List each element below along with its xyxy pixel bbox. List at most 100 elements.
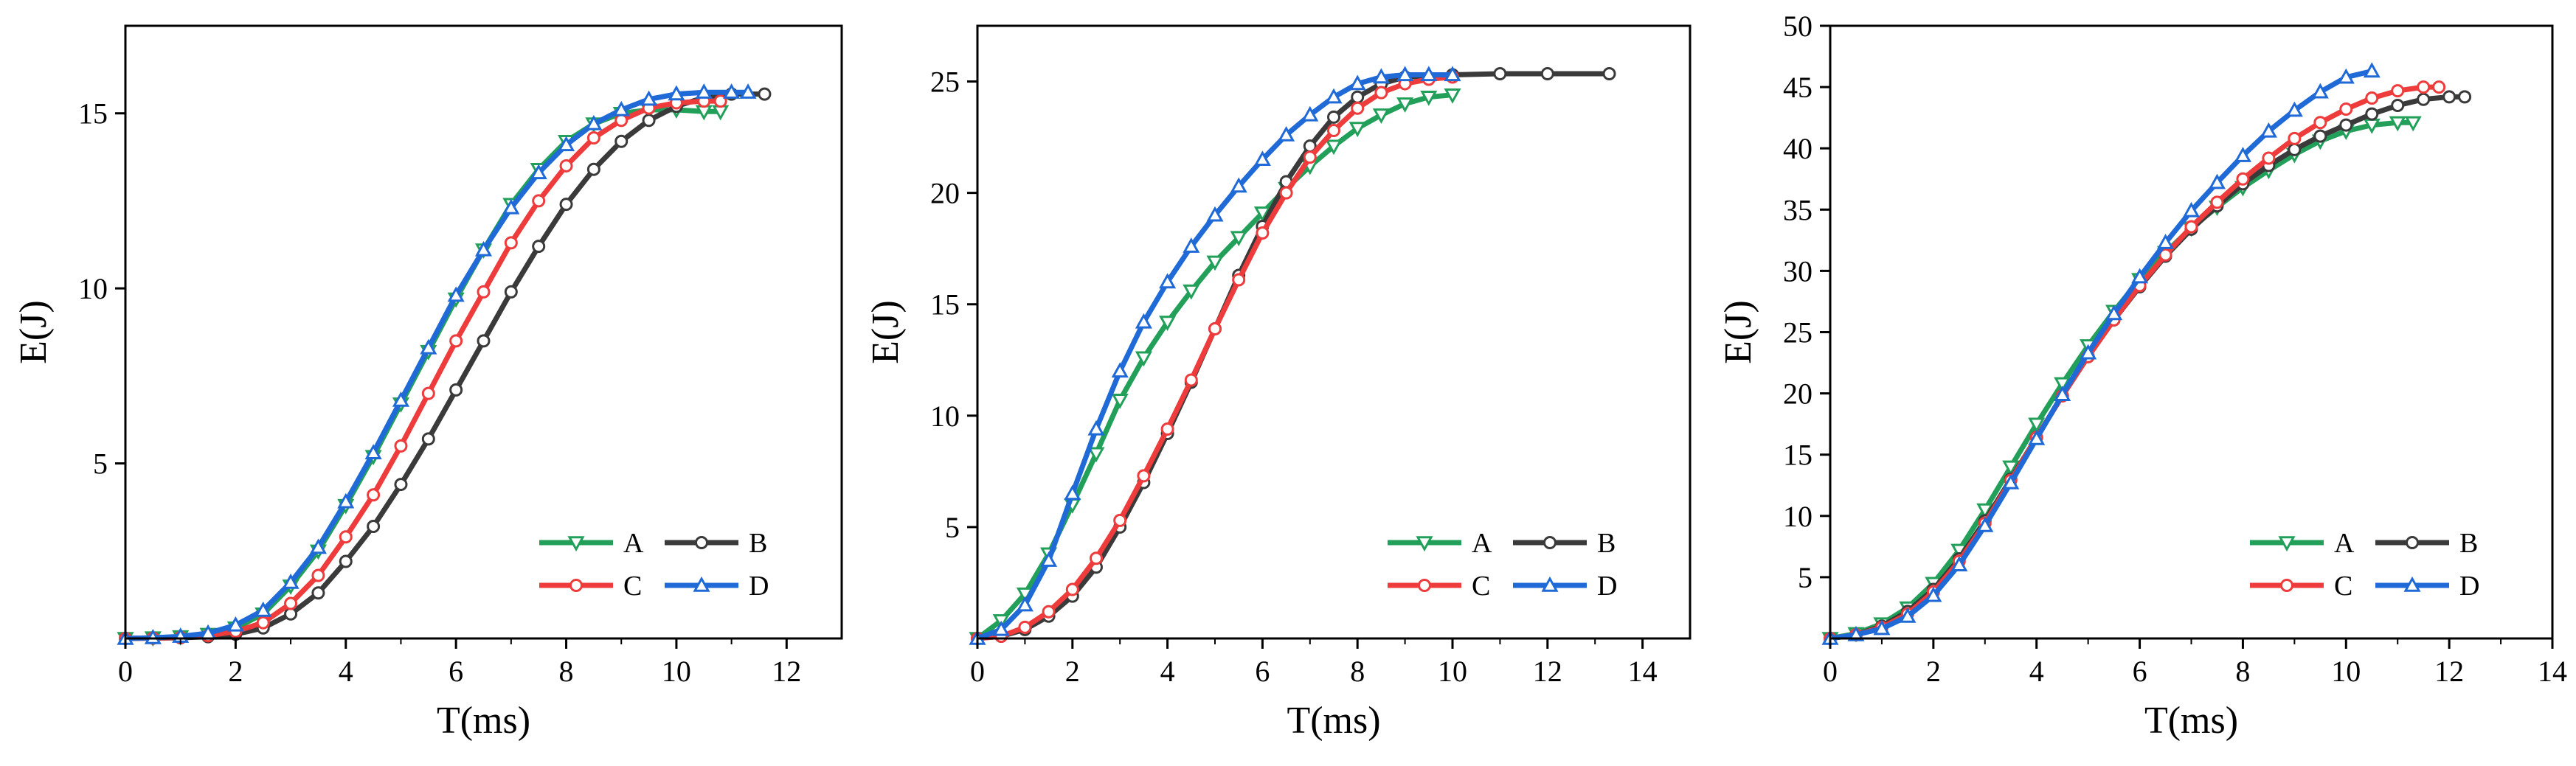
data-point-D — [2028, 430, 2046, 445]
data-point-D — [739, 83, 757, 99]
data-point-D — [585, 114, 603, 130]
data-point-C — [2313, 116, 2327, 130]
data-point-C — [2391, 84, 2405, 98]
x-tick-label: 0 — [1823, 655, 1838, 688]
data-point-A — [2404, 116, 2422, 132]
legend-marker-C — [2280, 579, 2293, 592]
data-point-B — [1493, 66, 1507, 80]
data-point-D — [1372, 68, 1390, 84]
data-point-D — [1064, 484, 1081, 501]
data-point-C — [367, 488, 381, 502]
data-point-C — [2417, 80, 2431, 94]
data-point-B — [394, 478, 408, 492]
data-point-C — [586, 130, 600, 145]
data-point-C — [2288, 131, 2302, 145]
data-point-D — [1206, 206, 1224, 222]
data-point-C — [1065, 582, 1079, 596]
x-tick-label: 2 — [1926, 655, 1941, 688]
data-point-D — [557, 136, 575, 152]
data-point-C — [1042, 605, 1056, 619]
x-tick-label: 12 — [2434, 655, 2464, 688]
data-point-D — [1183, 237, 1200, 253]
data-point-C — [2432, 80, 2446, 94]
legend-label-C: C — [1472, 571, 1490, 602]
y-tick-label: 15 — [1783, 439, 1812, 472]
data-point-C — [2210, 195, 2224, 209]
chart-panel-1: 0 2 4 6 8 10 12 5 10 15 T(ms) E(J) A B C D — [13, 24, 843, 742]
data-point-B — [449, 383, 463, 397]
series-B — [1824, 90, 2472, 645]
y-tick-label: 5 — [945, 511, 960, 544]
data-point-D — [1253, 150, 1271, 167]
series-C — [1824, 80, 2446, 645]
data-point-B — [1602, 66, 1616, 80]
data-point-A — [1444, 88, 1461, 104]
data-point-C — [614, 114, 629, 128]
data-point-D — [309, 538, 327, 554]
data-point-D — [1135, 313, 1152, 329]
data-point-D — [2156, 234, 2175, 249]
legend-marker-C — [1418, 579, 1431, 592]
series-line-A — [122, 107, 724, 641]
y-axis-title: E(J) — [13, 300, 55, 364]
series-B — [971, 66, 1616, 645]
data-point-B — [1540, 66, 1554, 80]
legend-marker-B — [2406, 536, 2419, 549]
y-tick-label: 30 — [1783, 254, 1812, 288]
series-D — [117, 83, 757, 645]
data-point-C — [2365, 91, 2379, 105]
data-point-C — [1374, 86, 1388, 100]
data-point-C — [1184, 373, 1198, 387]
y-tick-label: 50 — [1783, 10, 1812, 43]
data-point-D — [282, 573, 300, 589]
data-point-B — [642, 114, 656, 128]
data-point-B — [367, 520, 381, 534]
series-D — [1821, 62, 2381, 645]
data-point-C — [2184, 220, 2198, 234]
data-point-D — [1950, 556, 1968, 571]
data-point-B — [614, 134, 629, 148]
data-point-D — [668, 85, 685, 101]
x-tick-label: 0 — [118, 655, 133, 688]
data-point-D — [1278, 125, 1295, 142]
data-point-D — [144, 628, 162, 644]
x-tick-label: 8 — [2235, 655, 2250, 688]
data-point-C — [421, 386, 435, 400]
data-point-B — [2417, 92, 2431, 106]
data-point-B — [2442, 90, 2456, 104]
y-tick-label: 25 — [1783, 316, 1812, 349]
legend-label-D: D — [749, 571, 769, 602]
y-tick-label: 45 — [1783, 71, 1812, 104]
data-point-D — [1976, 517, 1994, 532]
data-point-A — [1348, 122, 1366, 138]
data-point-C — [1208, 321, 1222, 335]
x-tick-label: 6 — [2133, 655, 2147, 688]
data-point-B — [2365, 107, 2379, 121]
legend-label-A: A — [2334, 528, 2355, 559]
data-point-C — [449, 334, 463, 348]
legend-label-D: D — [1597, 571, 1617, 602]
data-point-D — [2208, 173, 2226, 189]
x-tick-label: 4 — [2029, 655, 2044, 688]
series-A — [117, 103, 730, 648]
x-tick-label: 14 — [1628, 655, 1658, 688]
data-point-C — [1351, 101, 1365, 115]
data-point-C — [311, 568, 325, 582]
data-point-D — [1325, 88, 1343, 104]
data-point-A — [1420, 90, 1438, 106]
data-point-C — [2158, 248, 2172, 262]
data-point-C — [2339, 102, 2353, 116]
x-tick-label: 2 — [228, 655, 243, 688]
legend-marker-A — [1416, 536, 1433, 552]
data-point-D — [2105, 304, 2123, 321]
data-point-C — [1303, 150, 1317, 164]
data-point-D — [695, 83, 713, 99]
plot-frame — [1829, 24, 2554, 640]
data-point-A — [1159, 316, 1177, 331]
series-A — [1821, 116, 2422, 648]
y-tick-label: 20 — [1783, 377, 1812, 411]
data-point-D — [1087, 419, 1105, 436]
data-point-B — [758, 87, 772, 101]
legend-label-D: D — [2459, 571, 2479, 602]
data-point-B — [339, 554, 353, 568]
